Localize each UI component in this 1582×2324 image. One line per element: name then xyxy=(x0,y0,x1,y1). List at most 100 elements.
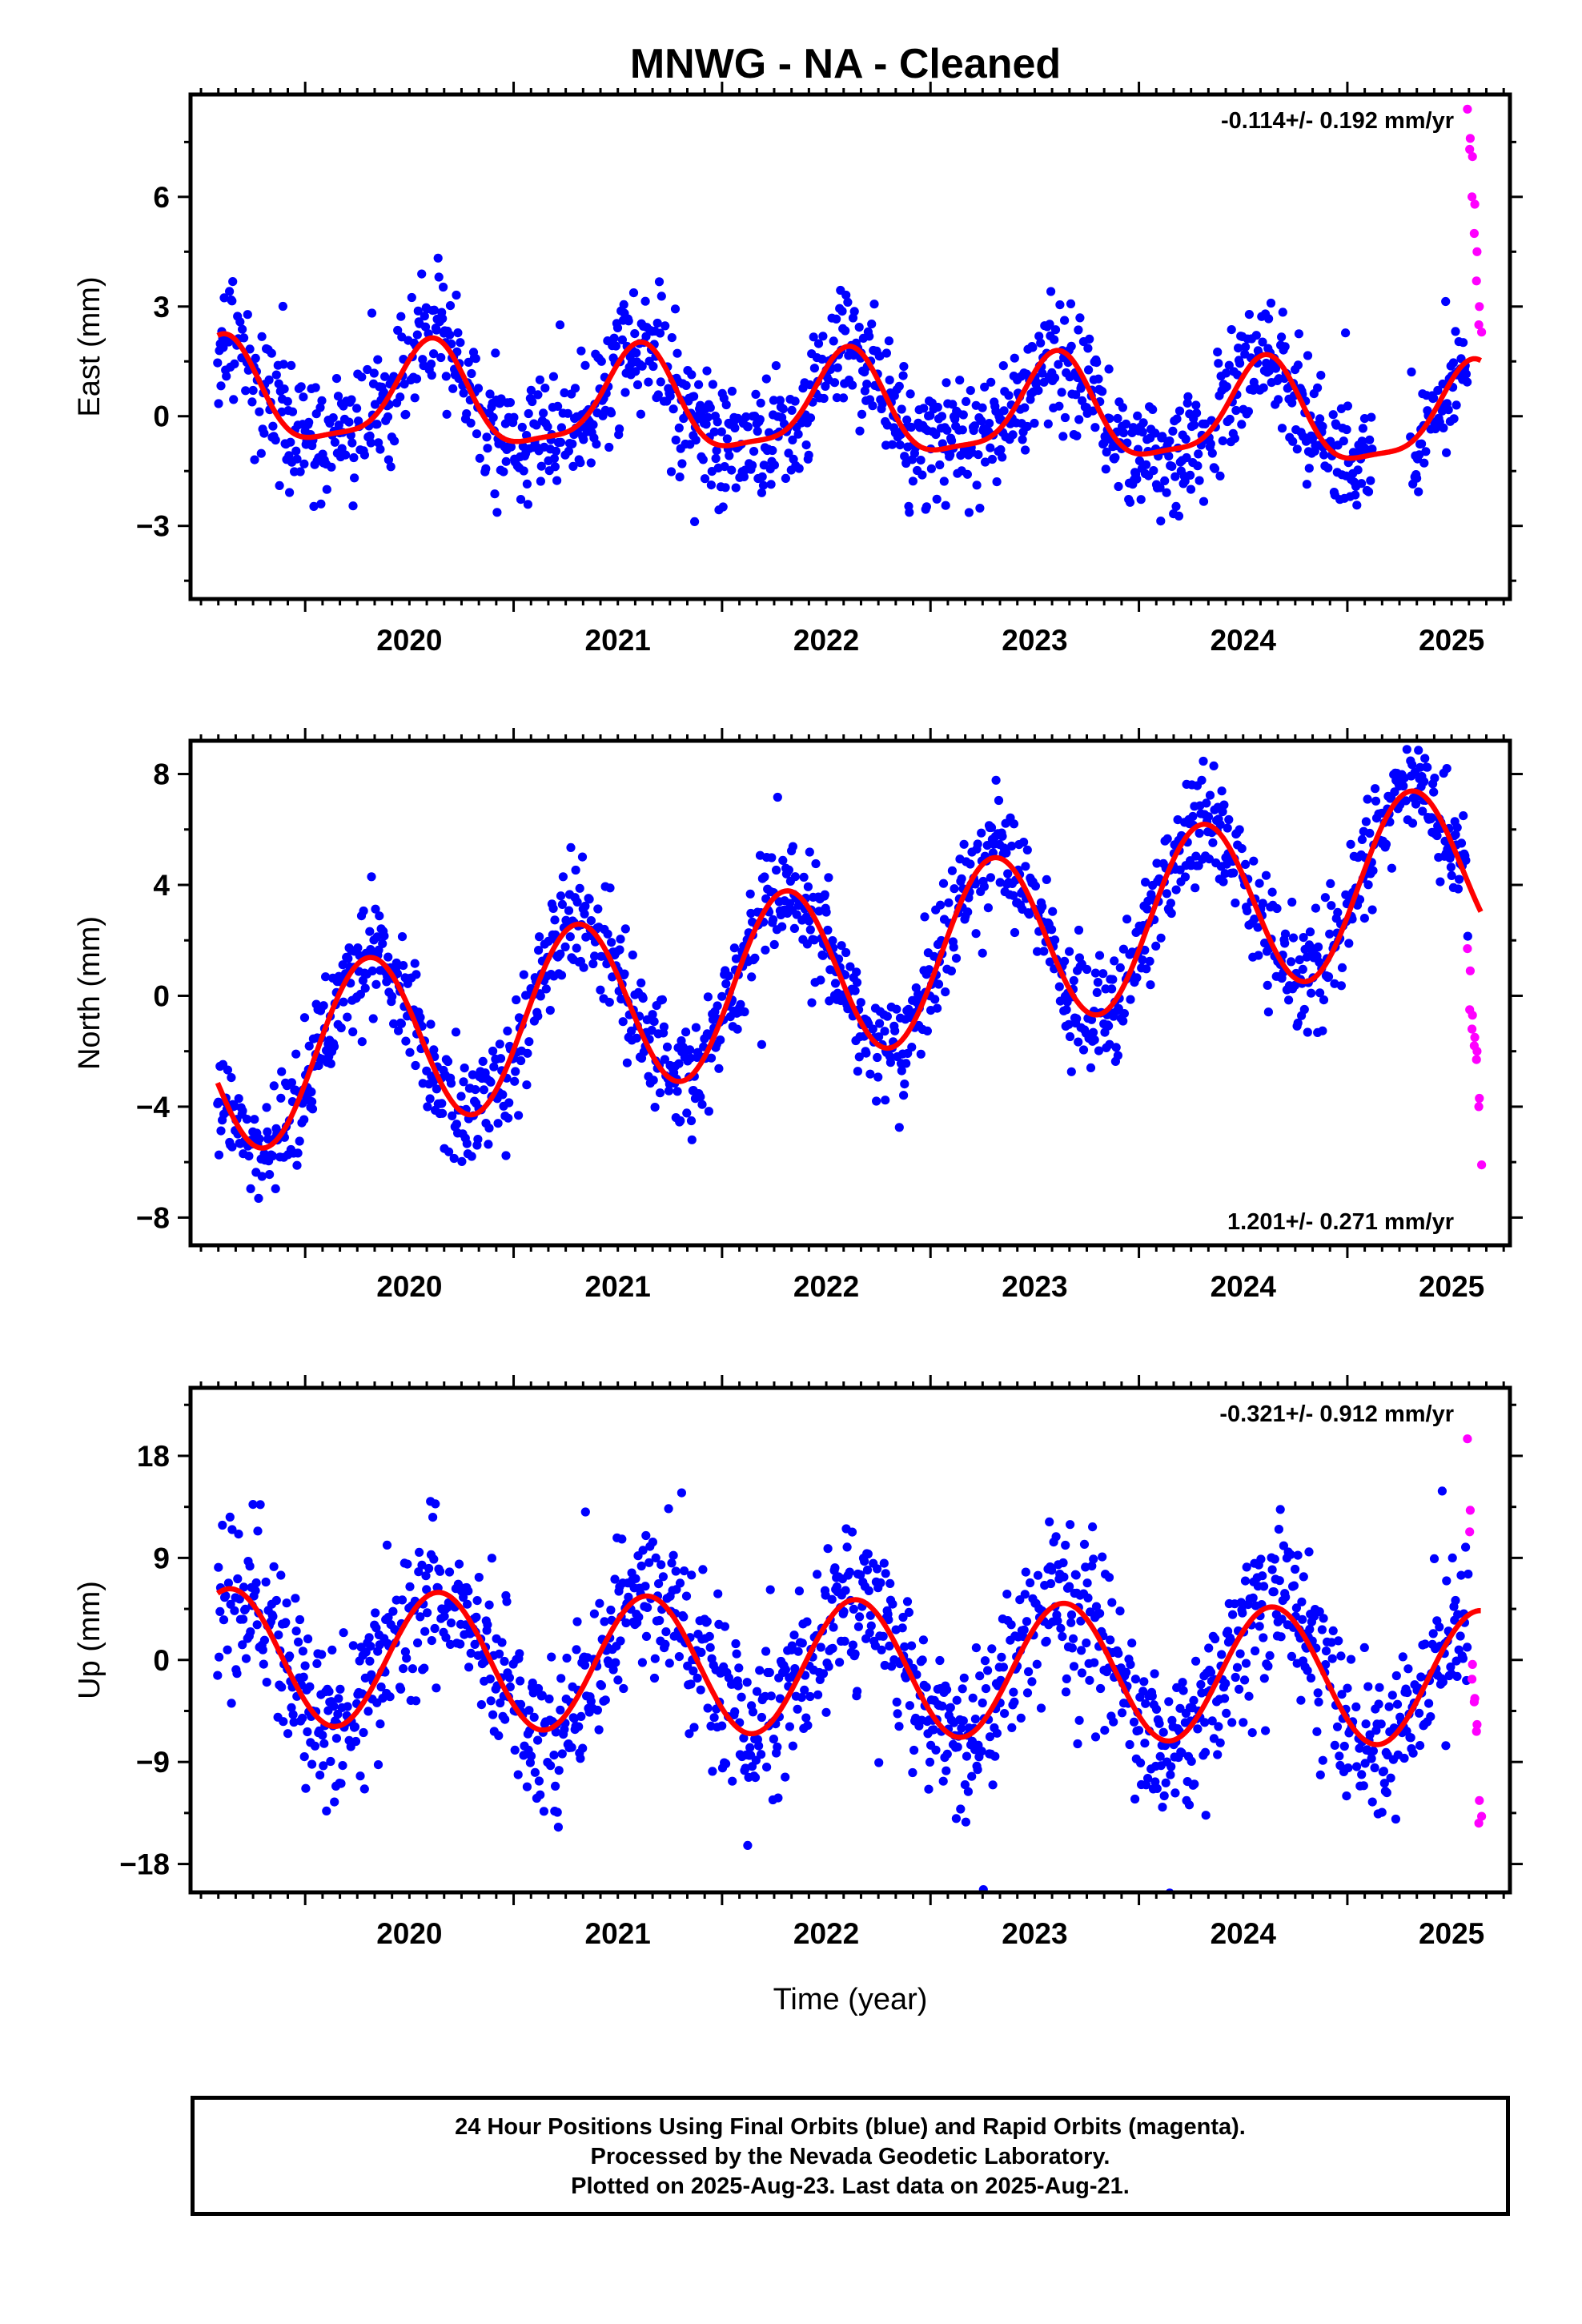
east-final-point xyxy=(1442,448,1452,457)
east-final-point xyxy=(576,458,585,468)
east-final-point xyxy=(977,416,986,426)
north-final-point xyxy=(1208,838,1218,847)
east-final-point xyxy=(1412,473,1422,483)
east-final-point xyxy=(434,272,444,282)
up-final-point xyxy=(942,1749,952,1759)
east-final-point xyxy=(1351,490,1360,500)
up-final-point xyxy=(1166,1762,1176,1771)
north-final-point xyxy=(1363,880,1373,890)
east-final-point xyxy=(884,336,893,346)
north-final-point xyxy=(590,951,600,961)
up-final-point xyxy=(1155,1751,1165,1761)
north-final-point xyxy=(1074,925,1084,935)
up-final-point xyxy=(1398,1652,1407,1662)
up-final-point xyxy=(348,1641,358,1651)
up-final-point xyxy=(1274,1525,1283,1534)
east-final-point xyxy=(712,446,721,456)
east-final-point xyxy=(1167,461,1177,472)
up-final-point xyxy=(1359,1781,1368,1791)
up-rapid-point xyxy=(1468,1675,1477,1684)
east-final-point xyxy=(410,393,420,403)
up-final-point xyxy=(331,1734,341,1743)
up-final-point xyxy=(1256,1554,1266,1564)
up-final-point xyxy=(1426,1712,1435,1722)
up-final-point xyxy=(1352,1762,1362,1771)
up-final-point xyxy=(848,1640,857,1650)
up-final-point xyxy=(794,1586,805,1596)
north-final-point xyxy=(504,1113,513,1123)
up-final-point xyxy=(537,1691,547,1700)
east-final-point xyxy=(433,253,443,263)
up-final-point xyxy=(1343,1763,1353,1773)
up-final-point xyxy=(227,1699,236,1708)
up-final-point xyxy=(580,1507,590,1517)
north-final-point xyxy=(1188,811,1198,822)
footer-line-3: Plotted on 2025-Aug-23. Last data on 202… xyxy=(571,2173,1130,2199)
east-final-point xyxy=(365,431,375,441)
north-final-point xyxy=(338,960,347,970)
north-final-point xyxy=(1141,878,1150,887)
up-final-point xyxy=(1150,1777,1160,1787)
east-final-point xyxy=(689,392,699,401)
up-final-point xyxy=(214,1562,223,1572)
up-final-point xyxy=(235,1594,244,1604)
up-y-tick-label: 18 xyxy=(137,1440,170,1473)
up-final-point xyxy=(225,1512,235,1522)
east-final-point xyxy=(347,395,356,404)
north-final-point xyxy=(1111,1043,1121,1052)
east-final-point xyxy=(765,428,774,437)
up-final-point xyxy=(1269,1587,1279,1597)
east-final-point xyxy=(400,380,409,389)
north-final-point xyxy=(1171,885,1181,895)
north-final-point xyxy=(214,1097,223,1107)
north-final-point xyxy=(468,1070,478,1080)
east-final-point xyxy=(725,451,734,460)
up-final-point xyxy=(1158,1727,1168,1737)
up-final-point xyxy=(849,1604,858,1614)
east-final-point xyxy=(213,358,223,368)
up-final-point xyxy=(315,1771,325,1780)
east-final-point xyxy=(432,325,441,335)
east-final-point xyxy=(1241,342,1251,352)
east-final-point xyxy=(1172,414,1182,424)
east-final-point xyxy=(935,460,945,470)
up-final-point xyxy=(973,1765,982,1775)
up-final-point xyxy=(1261,1726,1271,1735)
east-final-point xyxy=(829,336,838,346)
up-final-point xyxy=(1291,1564,1300,1574)
up-final-point xyxy=(1298,1614,1307,1624)
up-final-point xyxy=(436,1566,445,1576)
north-final-point xyxy=(292,1160,302,1170)
up-final-point xyxy=(1140,1739,1150,1748)
up-final-point xyxy=(751,1755,761,1765)
north-final-point xyxy=(1371,796,1381,806)
east-final-point xyxy=(751,389,761,399)
north-final-point xyxy=(1284,995,1294,1005)
east-final-point xyxy=(1165,436,1174,446)
east-final-point xyxy=(711,453,721,464)
up-final-point xyxy=(1127,1638,1137,1648)
east-final-point xyxy=(540,384,550,393)
north-final-point xyxy=(820,890,829,899)
north-final-point xyxy=(1249,856,1259,866)
east-final-point xyxy=(528,396,537,407)
north-final-point xyxy=(1173,815,1182,825)
up-rapid-point xyxy=(1468,1659,1477,1669)
up-final-point xyxy=(557,1749,567,1759)
north-final-point xyxy=(991,775,1001,785)
north-final-point xyxy=(565,932,575,942)
east-final-point xyxy=(818,332,828,341)
north-final-point xyxy=(367,872,376,882)
east-final-point xyxy=(375,444,385,454)
up-final-point xyxy=(1074,1715,1084,1725)
up-final-point xyxy=(259,1659,268,1669)
north-final-point xyxy=(1086,1063,1096,1072)
north-final-point xyxy=(850,986,860,995)
up-final-point xyxy=(1291,1603,1301,1613)
up-final-point xyxy=(486,1696,496,1706)
east-final-point xyxy=(1085,334,1094,344)
up-final-point xyxy=(1376,1719,1386,1729)
east-final-point xyxy=(285,488,295,497)
up-final-point xyxy=(667,1558,677,1568)
north-final-point xyxy=(1162,834,1172,843)
